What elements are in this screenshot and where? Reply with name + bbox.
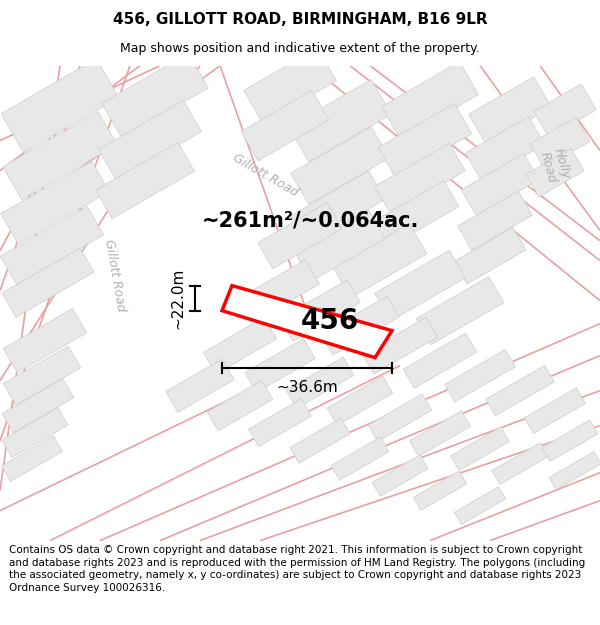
Polygon shape xyxy=(375,250,465,321)
Polygon shape xyxy=(1,161,109,244)
Polygon shape xyxy=(248,399,311,446)
Polygon shape xyxy=(98,101,202,181)
Polygon shape xyxy=(286,357,354,408)
Polygon shape xyxy=(524,388,586,433)
Text: 456, GILLOTT ROAD, BIRMINGHAM, B16 9LR: 456, GILLOTT ROAD, BIRMINGHAM, B16 9LR xyxy=(113,12,487,28)
Polygon shape xyxy=(321,296,399,355)
Polygon shape xyxy=(410,411,470,456)
Polygon shape xyxy=(290,418,350,463)
Polygon shape xyxy=(371,181,459,249)
Polygon shape xyxy=(203,318,277,374)
Polygon shape xyxy=(2,248,94,318)
Polygon shape xyxy=(469,77,551,144)
Polygon shape xyxy=(454,228,526,284)
Polygon shape xyxy=(458,191,532,250)
Polygon shape xyxy=(530,118,590,168)
Polygon shape xyxy=(95,142,194,219)
Polygon shape xyxy=(289,79,391,162)
Polygon shape xyxy=(362,317,438,374)
Text: 456: 456 xyxy=(301,307,359,335)
Polygon shape xyxy=(378,104,472,178)
Polygon shape xyxy=(3,346,81,405)
Polygon shape xyxy=(327,376,393,425)
Polygon shape xyxy=(454,487,506,524)
Text: Contains OS data © Crown copyright and database right 2021. This information is : Contains OS data © Crown copyright and d… xyxy=(9,545,585,592)
Polygon shape xyxy=(291,127,389,204)
Text: Gillott Road: Gillott Road xyxy=(102,238,128,313)
Polygon shape xyxy=(451,427,509,471)
Polygon shape xyxy=(331,437,389,480)
Polygon shape xyxy=(207,381,273,431)
Polygon shape xyxy=(526,148,584,197)
Polygon shape xyxy=(1,206,104,285)
Polygon shape xyxy=(2,408,68,458)
Polygon shape xyxy=(403,333,476,388)
Polygon shape xyxy=(101,53,208,138)
Polygon shape xyxy=(245,339,315,392)
Polygon shape xyxy=(533,84,596,138)
Polygon shape xyxy=(222,286,392,357)
Polygon shape xyxy=(4,309,86,372)
Polygon shape xyxy=(372,455,428,496)
Text: ~22.0m: ~22.0m xyxy=(170,268,185,329)
Text: ~36.6m: ~36.6m xyxy=(276,379,338,394)
Polygon shape xyxy=(333,224,427,298)
Polygon shape xyxy=(241,260,319,321)
Polygon shape xyxy=(368,394,431,441)
Polygon shape xyxy=(549,452,600,489)
Text: Holly
Road: Holly Road xyxy=(538,147,572,184)
Polygon shape xyxy=(461,154,539,216)
Polygon shape xyxy=(3,112,117,199)
Polygon shape xyxy=(1,59,119,152)
Polygon shape xyxy=(166,359,234,413)
Polygon shape xyxy=(416,277,504,344)
Polygon shape xyxy=(2,436,62,481)
Polygon shape xyxy=(2,379,74,432)
Polygon shape xyxy=(445,349,515,402)
Text: Gillott Road: Gillott Road xyxy=(230,152,300,199)
Polygon shape xyxy=(291,171,385,244)
Polygon shape xyxy=(413,471,467,511)
Polygon shape xyxy=(486,366,554,416)
Text: Map shows position and indicative extent of the property.: Map shows position and indicative extent… xyxy=(120,42,480,55)
Polygon shape xyxy=(466,116,545,181)
Text: ~261m²/~0.064ac.: ~261m²/~0.064ac. xyxy=(202,211,419,231)
Polygon shape xyxy=(295,210,385,281)
Polygon shape xyxy=(542,420,598,461)
Polygon shape xyxy=(280,280,360,341)
Polygon shape xyxy=(375,143,465,214)
Polygon shape xyxy=(244,48,337,123)
Polygon shape xyxy=(258,202,342,269)
Polygon shape xyxy=(492,442,548,484)
Polygon shape xyxy=(241,91,329,161)
Polygon shape xyxy=(382,62,478,139)
